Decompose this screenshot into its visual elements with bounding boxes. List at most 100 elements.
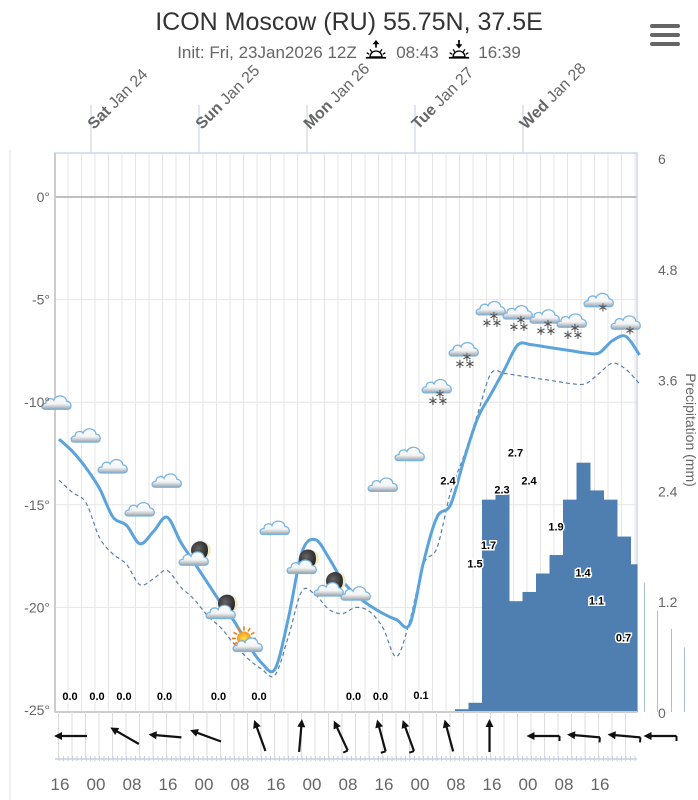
wind-arrow-head — [485, 719, 494, 727]
x-tick-label: 16 — [483, 775, 502, 794]
x-tick-label: 16 — [375, 775, 394, 794]
temperature-line — [57, 334, 641, 674]
light-snow-cloud-icon: ∗ — [583, 292, 614, 315]
day-label-date: Jan 25 — [214, 62, 263, 111]
moon-cloud-icon — [313, 572, 346, 597]
hamburger-menu-icon[interactable] — [650, 24, 680, 48]
x-tick-label: 00 — [195, 775, 214, 794]
wind-arrow-head — [442, 719, 451, 729]
day-label: Sat Jan 24 — [85, 66, 152, 133]
x-tick-label: 08 — [555, 775, 574, 794]
wind-arrow-icon — [375, 719, 387, 754]
wind-arrow-head — [253, 720, 261, 729]
moon-crescent — [337, 572, 346, 591]
temperature-lines — [57, 334, 641, 678]
sunrise-icon — [366, 40, 387, 59]
wind-arrow-head — [526, 732, 535, 740]
moon-cloud-icon — [205, 594, 238, 620]
snowflake: ∗ — [465, 356, 476, 371]
snowflake: ∗ — [516, 312, 527, 327]
snow-cloud-icon: ∗ ∗∗ — [556, 313, 587, 342]
y-left-tick-label: -10° — [24, 394, 50, 410]
precipitation-data-label: 0.0 — [211, 691, 226, 703]
precipitation-bar — [549, 555, 564, 712]
cloud-icon — [151, 473, 182, 488]
y-left-tick-label: -25° — [24, 702, 50, 718]
weather-symbols: ∗ ∗∗∗ ∗∗∗ ∗∗∗ ∗∗∗ ∗∗∗ ∗∗∗∗ — [41, 292, 641, 653]
sun-ray — [247, 627, 251, 632]
precipitation-data-label: 0.1 — [413, 690, 428, 702]
init-time: Init: Fri, 23Jan2026 12Z — [177, 43, 357, 62]
precipitation-data-label: 2.4 — [440, 475, 456, 487]
snowflake: ∗ — [438, 393, 449, 408]
y-right-tick-label: 0 — [658, 705, 666, 721]
precipitation-data-label: 0.0 — [89, 691, 104, 703]
sunset-time: 16:39 — [478, 43, 521, 62]
cloud-shape — [259, 520, 290, 536]
day-label: Wed Jan 28 — [517, 60, 590, 133]
moon-cloud-icon — [286, 549, 319, 575]
wind-arrow-head — [643, 732, 652, 740]
wind-arrows — [54, 711, 678, 761]
cloud-icon — [340, 586, 371, 601]
precipitation-bar — [536, 573, 550, 712]
cloud-shape — [340, 586, 371, 601]
wind-arrow-icon — [485, 719, 494, 752]
snow-cloud-icon: ∗ ∗∗ — [502, 304, 533, 334]
wind-arrow-icon — [401, 720, 416, 754]
wind-arrow-shaft — [254, 722, 267, 752]
x-tick-label: 00 — [87, 775, 106, 794]
sun-ray — [233, 631, 238, 636]
precipitation-data-label: 1.7 — [481, 540, 496, 552]
cloud-shape — [151, 473, 182, 488]
snowflake: ∗ — [435, 386, 446, 401]
snowflake: ∗ — [546, 323, 557, 338]
day-label: Mon Jan 26 — [301, 60, 373, 132]
precipitation-data-label: 0.7 — [616, 632, 631, 644]
wind-arrow-head — [567, 731, 576, 740]
wind-arrow-head — [110, 727, 120, 735]
day-label-date: Jan 27 — [428, 64, 477, 113]
precipitation-bar — [657, 610, 658, 712]
precipitation-data-label: 2.3 — [494, 485, 509, 497]
cloud-shape — [70, 428, 101, 443]
wind-arrow-head — [401, 720, 410, 729]
chart-subtitle: Init: Fri, 23Jan2026 12Z 08:43 16:39 — [0, 40, 698, 63]
x-tick-label: 08 — [231, 775, 250, 794]
day-label: Sun Jan 25 — [193, 62, 264, 133]
precipitation-bar — [482, 499, 496, 712]
wind-barb — [342, 749, 349, 754]
cloud-icon — [70, 428, 101, 443]
snow-cloud-icon: ∗ ∗∗ — [421, 378, 452, 408]
moon-crescent — [310, 549, 319, 568]
precipitation-data-label: 0.0 — [346, 691, 361, 703]
sun-ray — [250, 631, 255, 636]
precipitation-bars — [455, 462, 685, 712]
x-tick-label: 16 — [267, 775, 286, 794]
precipitation-bar — [603, 499, 618, 712]
precipitation-labels: 0.0 0.0 0.0 0.0 0.0 0.0 0.0 0.0 0.1 2.4 1.5 1.7 2.3 2… — [61, 446, 633, 704]
snowflake: ∗ — [536, 323, 547, 338]
precipitation-data-label: 2.4 — [521, 475, 537, 487]
wind-arrow-shaft — [112, 728, 140, 745]
wind-arrow-icon — [54, 732, 87, 740]
wind-barb — [380, 750, 386, 754]
y-left-tick-label: 0° — [37, 189, 50, 205]
y-left-tick-label: -15° — [24, 497, 50, 513]
wind-arrow-head — [607, 731, 616, 740]
cloud-icon — [367, 477, 398, 493]
cloud-icon — [259, 520, 290, 536]
sunrise-time: 08:43 — [396, 43, 439, 62]
precipitation-bar — [617, 536, 631, 712]
cloud-icon — [394, 446, 425, 462]
wind-arrow-icon — [297, 719, 306, 753]
wind-arrow-icon — [333, 720, 349, 754]
snowflake: ∗ — [509, 319, 520, 334]
precipitation-bar — [468, 702, 483, 712]
y-left-tick-label: -20° — [24, 599, 50, 615]
snowflake: ∗ — [428, 393, 439, 408]
wind-arrow-icon — [253, 720, 267, 752]
x-tick-label: 08 — [123, 775, 142, 794]
precipitation-bar — [671, 628, 672, 712]
precipitation-data-label: 2.7 — [508, 448, 523, 460]
